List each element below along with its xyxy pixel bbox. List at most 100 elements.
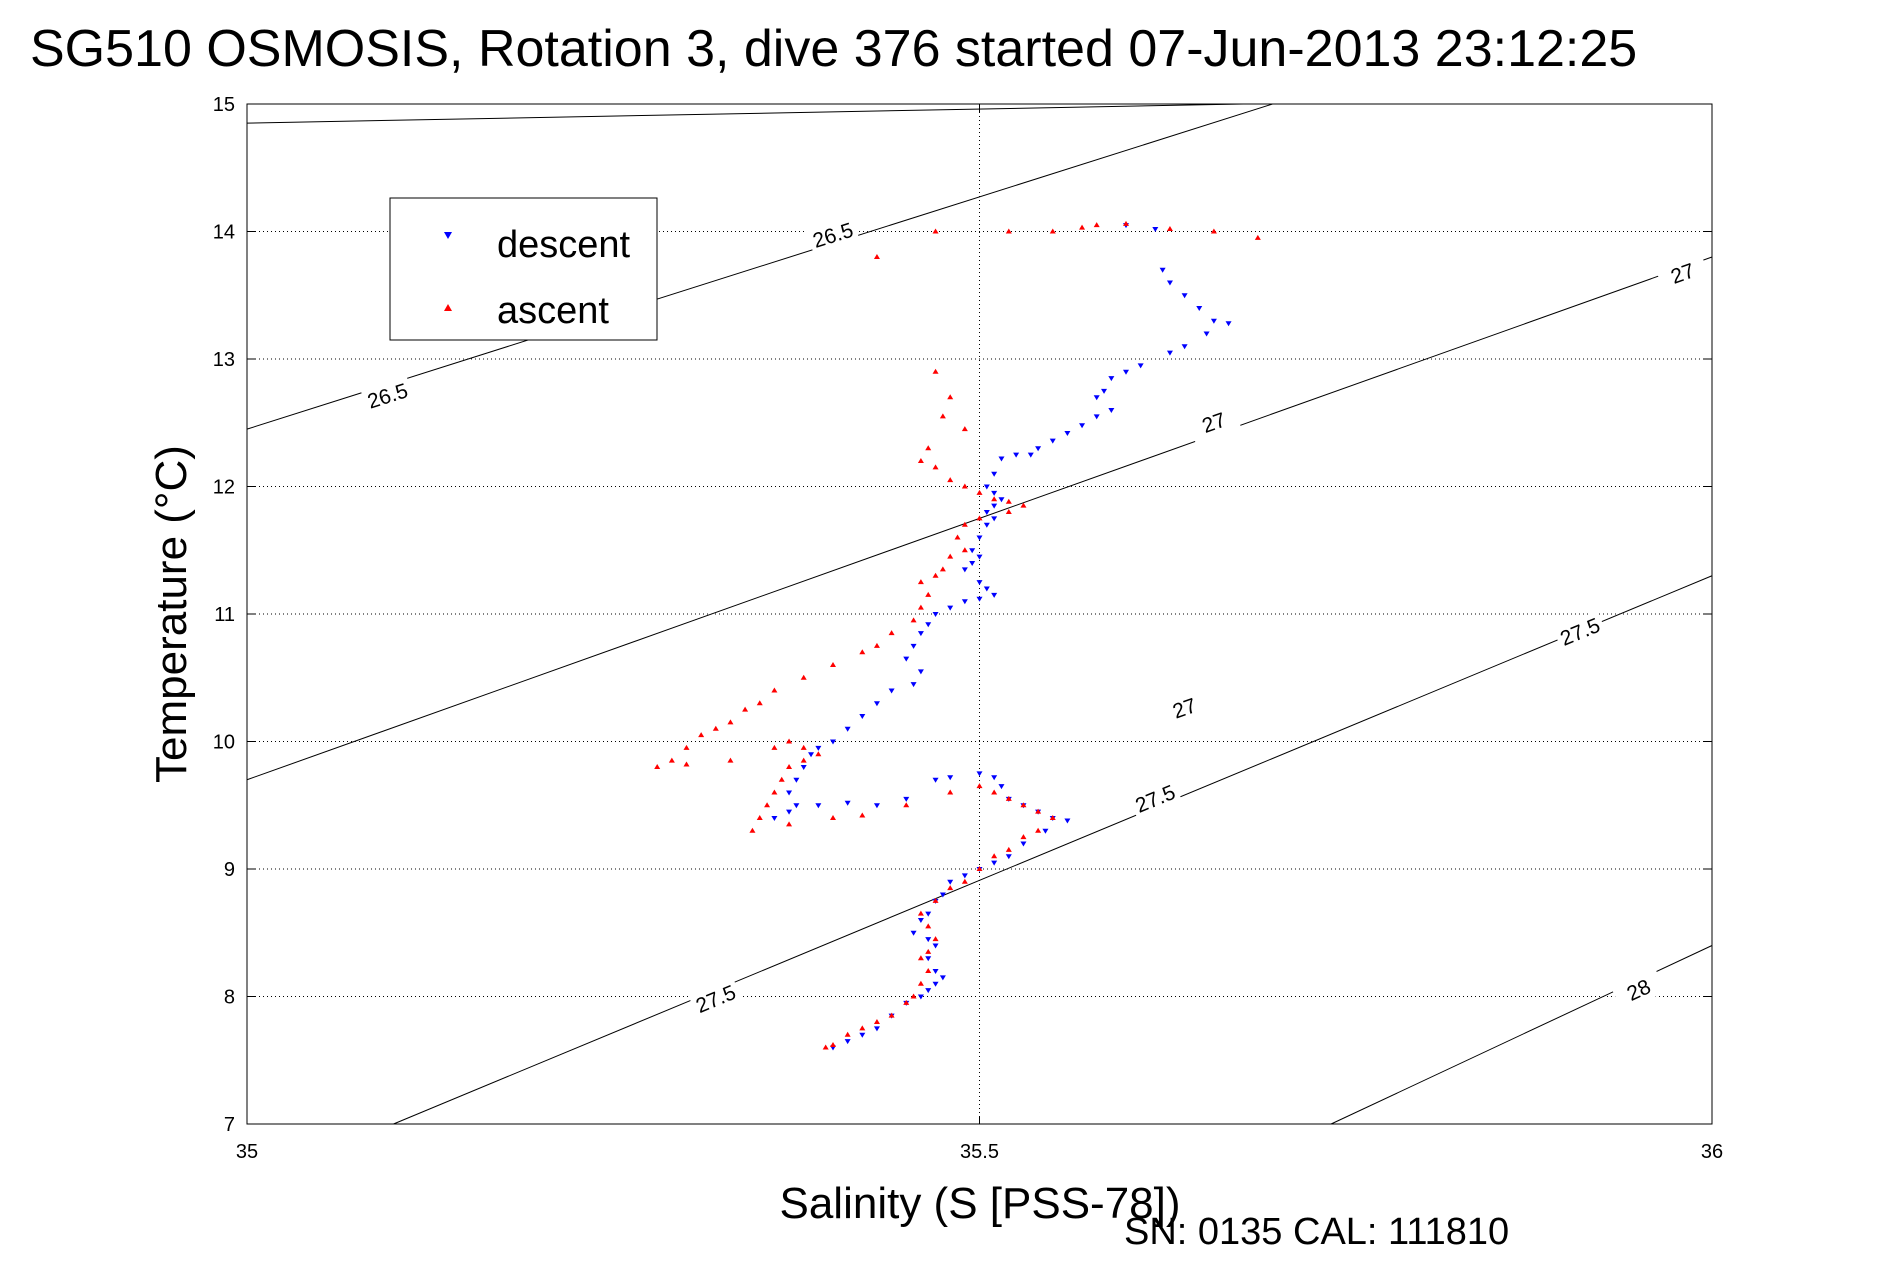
contour-label-mask: [806, 215, 860, 255]
descent-point: [983, 522, 990, 528]
descent-point: [1108, 376, 1115, 382]
descent-point: [917, 918, 924, 923]
x-axis-label: Salinity (S [PSS-78]): [779, 1179, 1180, 1228]
ascent-point: [932, 228, 939, 234]
descent-point: [925, 956, 932, 962]
descent-point: [815, 803, 822, 809]
descent-point: [939, 892, 946, 898]
ascent-point: [873, 642, 880, 648]
descent-point: [1093, 395, 1100, 401]
descent-point: [873, 1026, 880, 1032]
ascent-point: [932, 897, 939, 903]
ascent-point: [830, 1041, 836, 1047]
ascent-point: [1049, 228, 1056, 234]
descent-point: [1225, 321, 1232, 327]
descent-point: [998, 784, 1005, 790]
descent-point: [976, 535, 983, 541]
ascent-point: [1123, 220, 1129, 226]
ascent-point: [1166, 225, 1173, 231]
ascent-point: [932, 464, 939, 470]
ascent-point: [925, 923, 932, 929]
ascent-point: [1005, 846, 1012, 852]
descent-point: [844, 1039, 851, 1045]
ascent-point: [925, 948, 932, 954]
ascent-point: [1093, 222, 1100, 228]
descent-point: [1159, 267, 1166, 273]
ascent-point: [749, 827, 756, 833]
ascent-point: [1079, 224, 1086, 230]
ascent-point: [859, 812, 866, 818]
ascent-point: [910, 993, 917, 999]
ascent-point: [917, 910, 924, 916]
chart-title: SG510 OSMOSIS, Rotation 3, dive 376 star…: [30, 20, 1637, 78]
ascent-point: [1005, 498, 1012, 504]
contour-label-mask: [1552, 610, 1608, 654]
ascent-point: [654, 764, 661, 769]
descent-point: [1064, 430, 1071, 436]
ascent-point: [917, 955, 924, 961]
descent-point: [1196, 306, 1203, 311]
ascent-point: [683, 761, 690, 767]
descent-point: [1020, 841, 1027, 847]
descent-point: [991, 592, 998, 598]
ascent-point: [771, 744, 778, 750]
descent-point: [917, 631, 924, 637]
y-tick-label: 14: [213, 222, 235, 244]
descent-point: [991, 490, 998, 496]
descent-point: [800, 765, 807, 770]
ascent-point: [859, 649, 866, 655]
descent-point: [1108, 408, 1115, 413]
ascent-point: [756, 815, 763, 820]
ascent-point: [947, 477, 954, 483]
ascent-point: [976, 783, 983, 789]
descent-point: [1152, 226, 1159, 232]
ascent-point: [961, 426, 968, 432]
ascent-point: [1035, 827, 1042, 833]
y-tick-label: 8: [224, 987, 235, 1009]
descent-point: [844, 800, 851, 806]
density-contour-line: [393, 575, 1713, 1125]
ascent-point: [925, 445, 932, 451]
ascent-point: [786, 821, 793, 827]
descent-point: [1027, 452, 1034, 458]
descent-point: [1035, 446, 1042, 452]
ascent-point: [771, 789, 778, 795]
grid-lines: [247, 104, 1712, 1124]
descent-point: [976, 771, 983, 777]
contour-label-mask: [1186, 402, 1241, 444]
descent-point: [1181, 293, 1188, 299]
descent-point: [961, 599, 968, 605]
ascent-point: [888, 630, 895, 636]
contour-label-mask: [1655, 253, 1710, 294]
descent-point: [1049, 438, 1056, 444]
ascent-point: [947, 885, 954, 891]
ascent-point: [976, 866, 983, 871]
descent-point: [925, 911, 932, 917]
legend-descent-label: descent: [497, 224, 631, 266]
descent-point: [1166, 350, 1173, 356]
ascent-point: [756, 700, 763, 706]
descent-point: [910, 643, 917, 649]
descent-point: [844, 726, 851, 732]
y-tick-label: 15: [213, 94, 235, 116]
y-tick-label: 11: [214, 604, 235, 626]
ascent-point: [727, 719, 734, 725]
descent-point: [859, 714, 866, 719]
descent-point: [1101, 388, 1108, 394]
ascent-point: [742, 706, 749, 712]
axis-ticks: 7 8 9 10 11 12 13 14 15 35 35.5 36: [213, 94, 1723, 1163]
ascent-point: [932, 572, 939, 578]
ascent-point: [903, 802, 910, 808]
descent-point: [947, 879, 954, 885]
descent-point: [1137, 363, 1144, 369]
ascent-point: [947, 394, 954, 400]
ascent-point: [698, 732, 705, 738]
descent-point: [983, 484, 990, 490]
ascent-point: [815, 751, 822, 757]
descent-point: [998, 497, 1005, 503]
descent-point: [1093, 414, 1100, 420]
descent-point: [1005, 854, 1012, 860]
descent-point: [998, 456, 1005, 462]
legend-ascent-label: ascent: [497, 290, 609, 332]
